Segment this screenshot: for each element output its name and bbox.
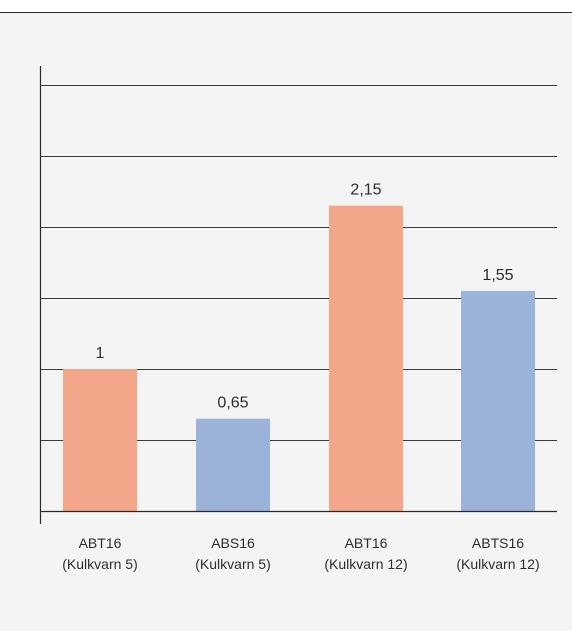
bar [63,369,137,511]
bar [329,205,403,511]
x-tick-label: (Kulkvarn 12) [456,556,539,572]
data-label: 2,15 [350,182,381,199]
top-rule [0,12,572,13]
x-tick-label: ABT16 [79,535,122,551]
x-tick-label: (Kulkvarn 5) [195,556,270,572]
x-tick-label: (Kulkvarn 5) [62,556,137,572]
x-tick-label: (Kulkvarn 12) [324,556,407,572]
data-label: 0,65 [217,395,248,412]
data-label: 1,55 [482,267,513,284]
bar [196,418,270,511]
x-tick-label: ABT16 [345,535,388,551]
x-tick-label: ABTS16 [472,535,524,551]
data-label: 1 [96,345,105,362]
x-tick-label: ABS16 [211,535,255,551]
bar [461,290,535,511]
